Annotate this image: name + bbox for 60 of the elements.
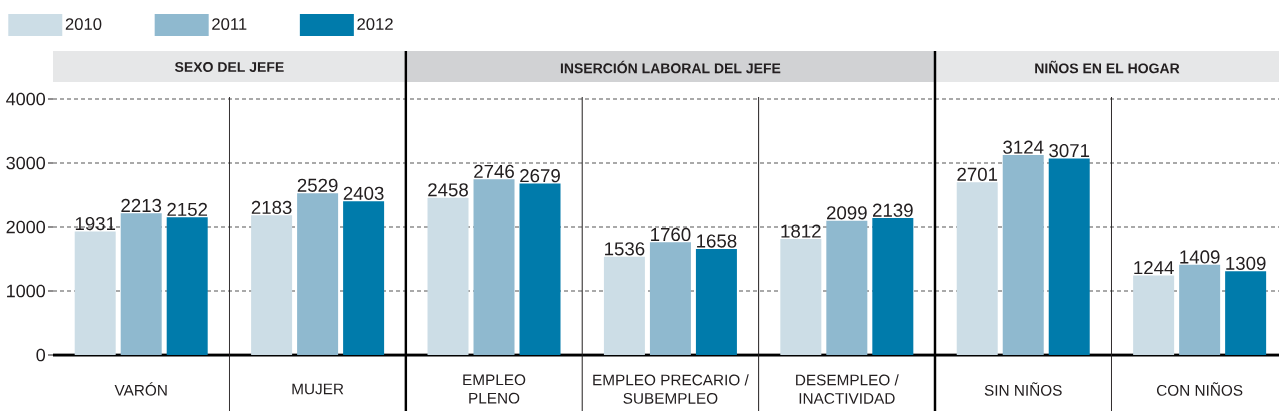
x-tick-label: DESEMPLEO / INACTIVIDAD — [796, 374, 899, 404]
data-label: 2746 — [474, 164, 514, 178]
text: INSERCIÓN LABORAL DEL JEFE — [560, 60, 781, 74]
data-label: 1244 — [1134, 261, 1174, 275]
data-label: 2099 — [827, 206, 867, 220]
legend-label: 2010 — [65, 18, 102, 30]
data-label: 2213 — [121, 198, 162, 213]
data-label: 2529 — [297, 178, 338, 192]
bar — [1225, 271, 1267, 355]
bar — [120, 213, 162, 355]
data-label: 3124 — [1003, 140, 1044, 154]
text: SEXO DEL JEFE — [174, 62, 284, 72]
bar — [519, 183, 561, 355]
bar — [780, 239, 822, 355]
y-tick-label: 4000 — [6, 92, 46, 106]
data-label: 2701 — [957, 167, 998, 181]
x-tick-label: VARÓN — [114, 382, 167, 396]
x-tick-label: EMPLEO PLENO — [463, 374, 526, 404]
bar — [473, 179, 515, 355]
x-tick-label: SIN NIÑOS — [984, 382, 1062, 396]
x-tick-label: MUJER — [292, 383, 344, 395]
bar — [343, 201, 385, 355]
bar — [1133, 275, 1175, 355]
bar — [1179, 264, 1221, 355]
y-tick-label: 1000 — [7, 284, 46, 298]
bar — [251, 215, 293, 355]
data-label: 2139 — [873, 203, 913, 217]
data-label: 1931 — [75, 216, 116, 231]
bar — [427, 197, 469, 355]
data-label: 2183 — [251, 200, 292, 215]
data-label: 1409 — [1180, 250, 1220, 264]
data-label: 1658 — [697, 234, 737, 248]
bar — [1002, 155, 1044, 355]
x-tick-label: CON NIÑOS — [1156, 382, 1243, 396]
bar — [956, 182, 998, 355]
bar — [649, 242, 691, 355]
bar — [297, 193, 339, 355]
x-tick-label: EMPLEO PRECARIO / SUBEMPLEO — [593, 374, 749, 404]
data-label: 1536 — [605, 242, 645, 256]
data-label: 2152 — [167, 202, 208, 217]
text: NIÑOS EN EL HOGAR — [1035, 60, 1180, 74]
bar — [74, 231, 116, 355]
y-tick-label: 3000 — [6, 156, 46, 170]
y-tick-label: 0 — [36, 348, 46, 362]
y-tick-label: 2000 — [6, 220, 46, 234]
bar — [603, 256, 645, 355]
legend-label: 2011 — [212, 18, 247, 30]
bar — [872, 218, 914, 355]
bar — [166, 217, 208, 355]
data-label: 2458 — [428, 183, 468, 197]
legend-label: 2012 — [357, 18, 393, 30]
data-label: 3071 — [1049, 143, 1090, 158]
bar — [826, 220, 868, 355]
data-label: 1309 — [1226, 256, 1266, 270]
data-label: 2679 — [520, 169, 560, 183]
data-label: 2403 — [343, 186, 384, 200]
bar — [1048, 158, 1090, 355]
data-label: 1812 — [781, 224, 821, 238]
data-label: 1760 — [651, 227, 691, 242]
bar — [695, 248, 737, 355]
